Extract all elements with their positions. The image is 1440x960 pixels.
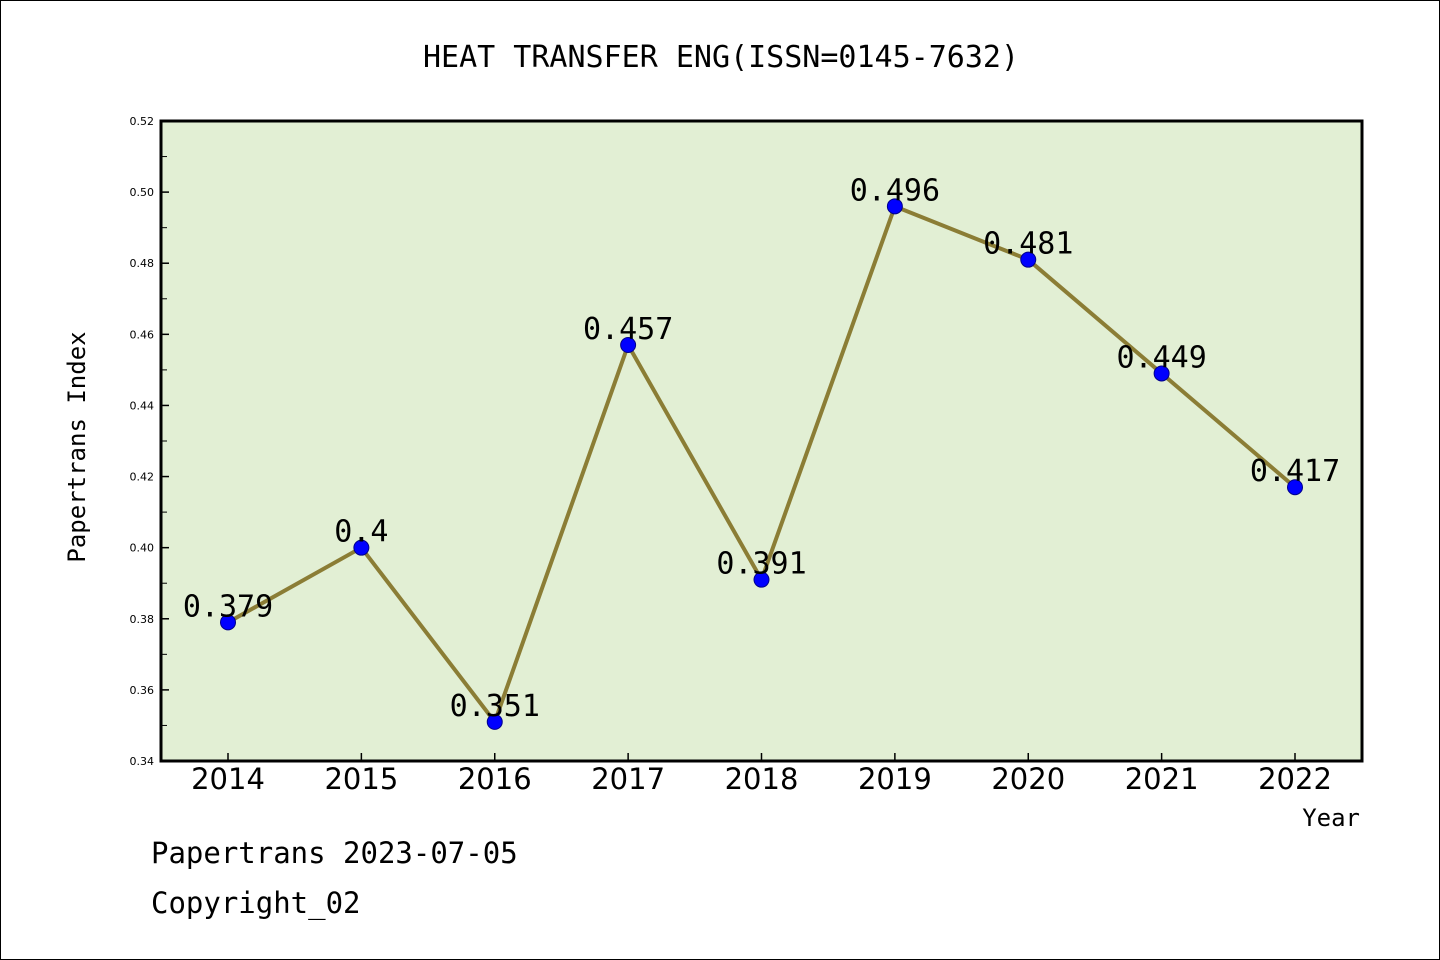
data-point-2016	[486, 713, 503, 730]
data-label-2017: 0.457	[583, 312, 673, 347]
x-tick-label: 2016	[458, 762, 532, 796]
data-label-2016: 0.351	[450, 689, 540, 724]
y-tick-label: 0.46	[130, 328, 155, 341]
x-tick-label: 2019	[858, 762, 932, 796]
data-point-2014	[220, 614, 236, 631]
chart-title: HEAT TRANSFER ENG(ISSN=0145-7632)	[423, 40, 1019, 75]
data-label-2019: 0.496	[850, 173, 940, 208]
y-tick-label: 0.38	[130, 613, 155, 626]
data-label-2020: 0.481	[983, 227, 1073, 262]
x-tick-label: 2021	[1125, 762, 1199, 796]
footer-date: Papertrans 2023-07-05	[151, 836, 518, 870]
data-label-2021: 0.449	[1116, 340, 1206, 375]
y-tick-label: 0.52	[130, 115, 155, 128]
x-tick-label: 2015	[324, 762, 398, 796]
data-point-2015	[353, 539, 370, 556]
x-axis-label: Year	[1302, 804, 1360, 832]
y-tick-label: 0.36	[130, 684, 155, 697]
y-axis-label: Papertrans Index	[63, 331, 91, 562]
y-tick-label: 0.42	[130, 471, 155, 484]
y-tick-label: 0.48	[130, 257, 155, 270]
y-tick-label: 0.44	[130, 399, 155, 412]
y-axis: 0.34 0.36 0.38 0.40 0.42 0.44 0.46 0.48 0.50 0.52	[130, 115, 169, 768]
y-tick-label: 0.40	[130, 542, 155, 555]
plot-area	[159, 119, 1364, 763]
y-tick-label: 0.34	[130, 755, 155, 768]
data-point-2020	[1020, 251, 1037, 268]
data-labels: 0.379 0.4 0.351 0.457 0.391 0.496 0.481 0.449 0.…	[183, 173, 1340, 724]
data-point-2022	[1287, 479, 1303, 496]
data-label-2015: 0.4	[334, 515, 388, 550]
x-tick-label: 2018	[725, 762, 799, 796]
x-tick-label: 2014	[191, 762, 265, 796]
data-label-2022: 0.417	[1250, 454, 1340, 489]
data-label-2018: 0.391	[716, 547, 806, 582]
x-axis: 2014 2015 2016 2017 2018 2019 2020 2021 2022	[191, 753, 1332, 796]
x-tick-label: 2020	[991, 762, 1065, 796]
data-point-2021	[1153, 365, 1170, 382]
y-tick-label: 0.50	[130, 186, 155, 199]
data-point-2017	[620, 337, 637, 353]
series-markers	[220, 198, 1303, 730]
x-tick-label: 2017	[591, 762, 665, 796]
data-point-2018	[753, 571, 770, 588]
x-tick-label: 2022	[1258, 762, 1332, 796]
data-label-2014: 0.379	[183, 589, 273, 624]
data-point-2019	[886, 198, 903, 215]
footer-copyright: Copyright_02	[151, 886, 361, 920]
